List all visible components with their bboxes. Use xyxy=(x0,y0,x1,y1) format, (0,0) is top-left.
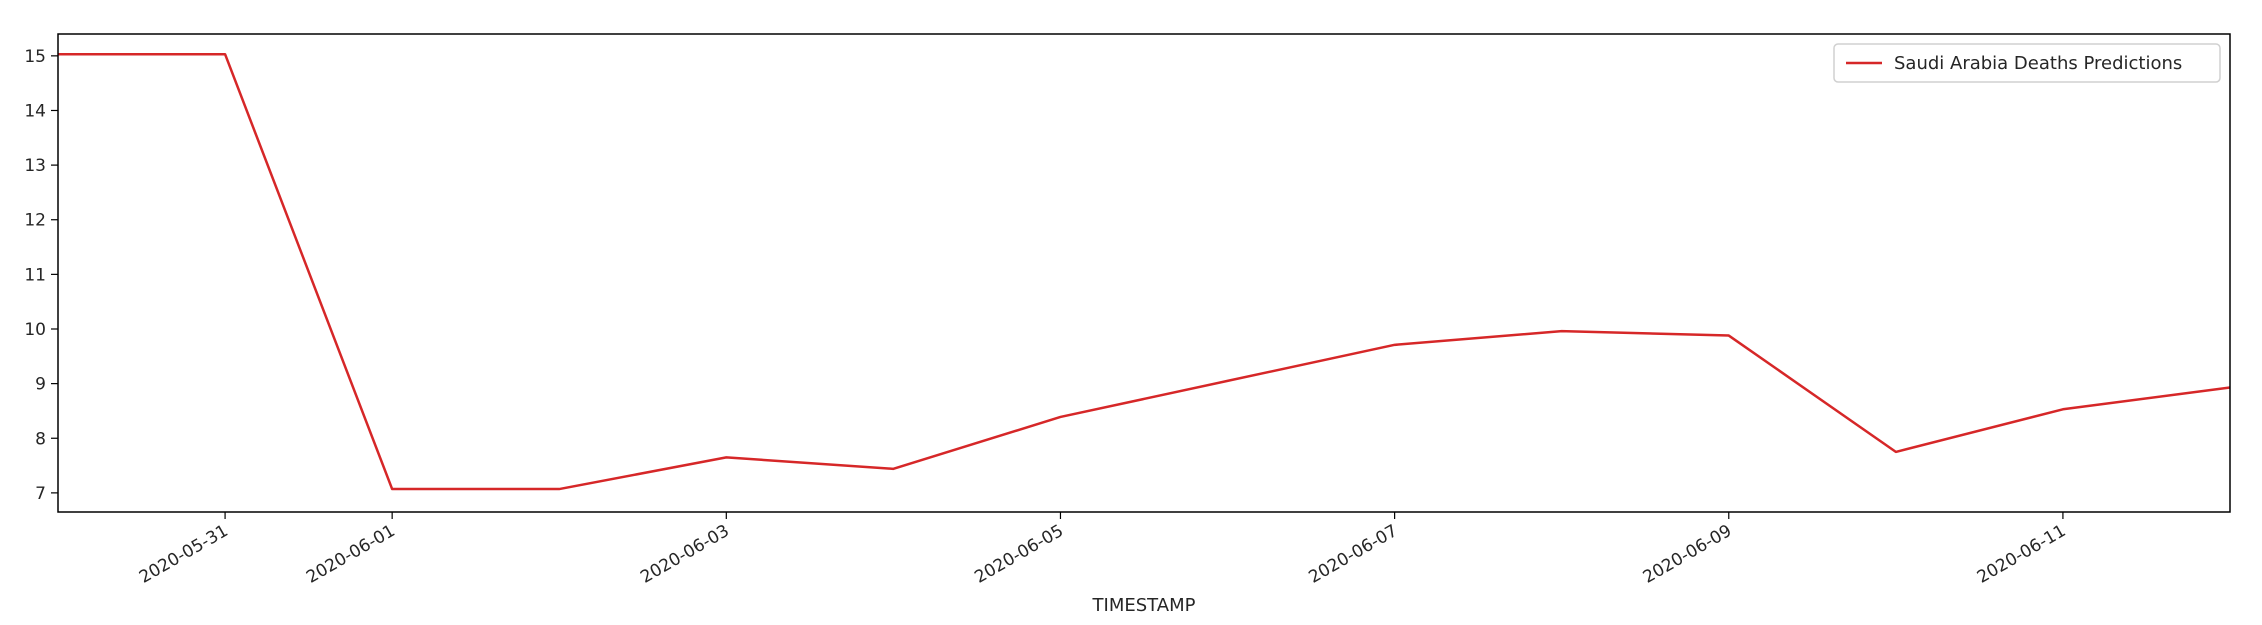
x-tick-label: 2020-06-11 xyxy=(1974,521,2070,588)
x-axis: 2020-05-31 2020-06-01 2020-06-03 2020-06-05… xyxy=(136,512,2069,588)
x-tick-label: 2020-05-31 xyxy=(136,521,232,588)
y-tick-label: 14 xyxy=(24,101,46,121)
y-tick-label: 9 xyxy=(35,375,46,395)
series-line-0 xyxy=(58,52,2231,491)
legend: Saudi Arabia Deaths Predictions xyxy=(1833,43,2221,83)
x-tick-label: 2020-06-03 xyxy=(637,521,733,588)
y-axis: 7 8 9 10 11 12 13 14 15 xyxy=(24,47,58,504)
y-tick-label: 12 xyxy=(24,211,46,231)
y-tick-label: 15 xyxy=(24,47,46,67)
x-tick-label: 2020-06-09 xyxy=(1640,521,1736,588)
y-tick-label: 7 xyxy=(35,484,46,504)
y-tick-label: 8 xyxy=(35,429,46,449)
legend-box xyxy=(1833,43,2221,83)
x-tick-label: 2020-06-05 xyxy=(971,521,1067,588)
y-tick-label: 10 xyxy=(24,320,46,340)
x-tick-label: 2020-06-01 xyxy=(303,521,399,588)
legend-label: Saudi Arabia Deaths Predictions xyxy=(1894,53,2182,74)
y-tick-label: 11 xyxy=(24,265,46,285)
plot-area-frame xyxy=(57,33,2231,513)
y-tick-label: 13 xyxy=(24,156,46,176)
plot-series xyxy=(58,52,2231,491)
x-axis-title: TIMESTAMP xyxy=(1092,595,1196,616)
x-tick-label: 2020-06-07 xyxy=(1306,521,1402,588)
